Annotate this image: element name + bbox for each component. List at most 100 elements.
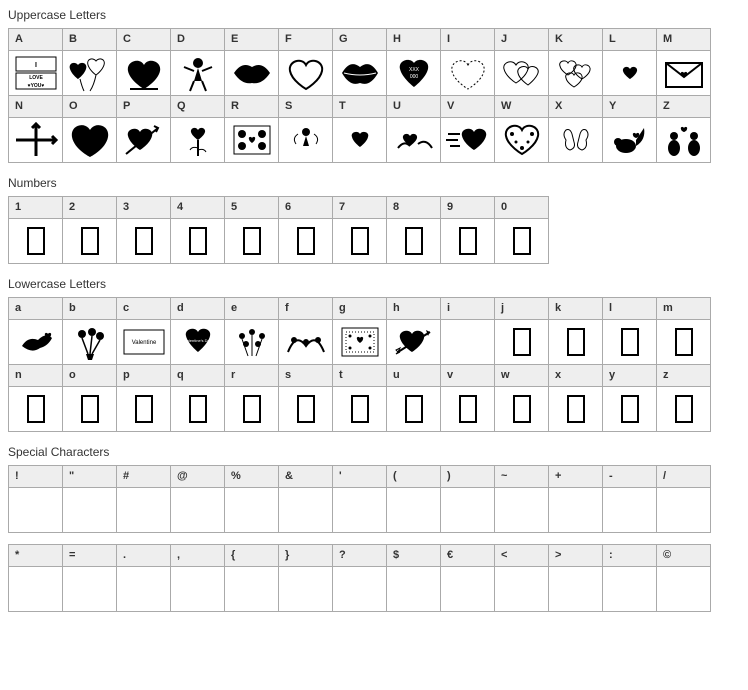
char-cell[interactable]: j xyxy=(494,297,549,365)
char-cell[interactable]: l xyxy=(602,297,657,365)
char-cell[interactable]: ? xyxy=(332,544,387,612)
char-cell[interactable]: z xyxy=(656,364,711,432)
char-cell[interactable]: HXXX000 xyxy=(386,28,441,96)
char-cell[interactable]: k xyxy=(548,297,603,365)
char-cell[interactable]: e xyxy=(224,297,279,365)
char-cell[interactable]: f xyxy=(278,297,333,365)
char-label: E xyxy=(225,29,278,51)
char-cell[interactable]: r xyxy=(224,364,279,432)
char-label: r xyxy=(225,365,278,387)
char-cell[interactable]: G xyxy=(332,28,387,96)
char-cell[interactable]: n xyxy=(8,364,63,432)
char-label: L xyxy=(603,29,656,51)
char-label: ' xyxy=(333,466,386,488)
char-cell[interactable]: i xyxy=(440,297,495,365)
char-cell[interactable]: 0 xyxy=(494,196,549,264)
char-cell[interactable]: $ xyxy=(386,544,441,612)
char-cell[interactable]: ~ xyxy=(494,465,549,533)
char-cell[interactable]: 8 xyxy=(386,196,441,264)
char-cell[interactable]: P xyxy=(116,95,171,163)
char-label: " xyxy=(63,466,116,488)
char-cell[interactable]: + xyxy=(548,465,603,533)
char-cell[interactable]: 1 xyxy=(8,196,63,264)
char-cell[interactable]: g xyxy=(332,297,387,365)
char-cell[interactable]: ' xyxy=(332,465,387,533)
char-cell[interactable]: D xyxy=(170,28,225,96)
char-cell[interactable]: & xyxy=(278,465,333,533)
char-cell[interactable]: F xyxy=(278,28,333,96)
char-cell[interactable]: © xyxy=(656,544,711,612)
char-cell[interactable]: : xyxy=(602,544,657,612)
char-cell[interactable]: C xyxy=(116,28,171,96)
char-cell[interactable]: J xyxy=(494,28,549,96)
char-label: t xyxy=(333,365,386,387)
char-cell[interactable]: 6 xyxy=(278,196,333,264)
char-cell[interactable]: S xyxy=(278,95,333,163)
char-cell[interactable]: @ xyxy=(170,465,225,533)
char-cell[interactable]: 7 xyxy=(332,196,387,264)
char-cell[interactable]: E xyxy=(224,28,279,96)
char-cell[interactable]: 3 xyxy=(116,196,171,264)
char-cell[interactable]: Y xyxy=(602,95,657,163)
char-cell[interactable]: q xyxy=(170,364,225,432)
char-cell[interactable]: < xyxy=(494,544,549,612)
char-cell[interactable]: AILOVE♥YOU♥ xyxy=(8,28,63,96)
char-cell[interactable]: O xyxy=(62,95,117,163)
char-cell[interactable]: y xyxy=(602,364,657,432)
char-glyph xyxy=(549,488,602,532)
char-cell[interactable]: . xyxy=(116,544,171,612)
char-cell[interactable]: { xyxy=(224,544,279,612)
char-cell[interactable]: s xyxy=(278,364,333,432)
char-cell[interactable]: a xyxy=(8,297,63,365)
char-cell[interactable]: R xyxy=(224,95,279,163)
char-cell[interactable]: 5 xyxy=(224,196,279,264)
char-cell[interactable]: dValentine's Day xyxy=(170,297,225,365)
char-cell[interactable]: b xyxy=(62,297,117,365)
char-cell[interactable]: h xyxy=(386,297,441,365)
char-cell[interactable]: " xyxy=(62,465,117,533)
char-cell[interactable]: t xyxy=(332,364,387,432)
char-cell[interactable]: % xyxy=(224,465,279,533)
char-cell[interactable]: x xyxy=(548,364,603,432)
char-cell[interactable]: M xyxy=(656,28,711,96)
char-cell[interactable]: cValentine xyxy=(116,297,171,365)
char-cell[interactable]: w xyxy=(494,364,549,432)
char-label: z xyxy=(657,365,710,387)
char-label: k xyxy=(549,298,602,320)
char-cell[interactable]: B xyxy=(62,28,117,96)
char-cell[interactable]: ( xyxy=(386,465,441,533)
char-cell[interactable]: 4 xyxy=(170,196,225,264)
char-cell[interactable]: m xyxy=(656,297,711,365)
char-cell[interactable]: I xyxy=(440,28,495,96)
char-cell[interactable]: T xyxy=(332,95,387,163)
char-cell[interactable]: } xyxy=(278,544,333,612)
char-cell[interactable]: ) xyxy=(440,465,495,533)
char-cell[interactable]: > xyxy=(548,544,603,612)
char-cell[interactable]: € xyxy=(440,544,495,612)
char-cell[interactable]: X xyxy=(548,95,603,163)
char-label: B xyxy=(63,29,116,51)
char-cell[interactable]: Z xyxy=(656,95,711,163)
char-cell[interactable]: v xyxy=(440,364,495,432)
char-cell[interactable]: o xyxy=(62,364,117,432)
char-cell[interactable]: V xyxy=(440,95,495,163)
char-cell[interactable]: - xyxy=(602,465,657,533)
char-cell[interactable]: L xyxy=(602,28,657,96)
char-cell[interactable]: W xyxy=(494,95,549,163)
char-cell[interactable]: N xyxy=(8,95,63,163)
char-cell[interactable]: / xyxy=(656,465,711,533)
char-cell[interactable]: U xyxy=(386,95,441,163)
char-cell[interactable]: K xyxy=(548,28,603,96)
char-cell[interactable]: * xyxy=(8,544,63,612)
char-cell[interactable]: ! xyxy=(8,465,63,533)
char-cell[interactable]: # xyxy=(116,465,171,533)
svg-text:XXX: XXX xyxy=(408,67,419,73)
char-cell[interactable]: 2 xyxy=(62,196,117,264)
char-cell[interactable]: u xyxy=(386,364,441,432)
char-cell[interactable]: = xyxy=(62,544,117,612)
char-cell[interactable]: , xyxy=(170,544,225,612)
char-cell[interactable]: Q xyxy=(170,95,225,163)
char-cell[interactable]: p xyxy=(116,364,171,432)
char-cell[interactable]: 9 xyxy=(440,196,495,264)
char-label: $ xyxy=(387,545,440,567)
